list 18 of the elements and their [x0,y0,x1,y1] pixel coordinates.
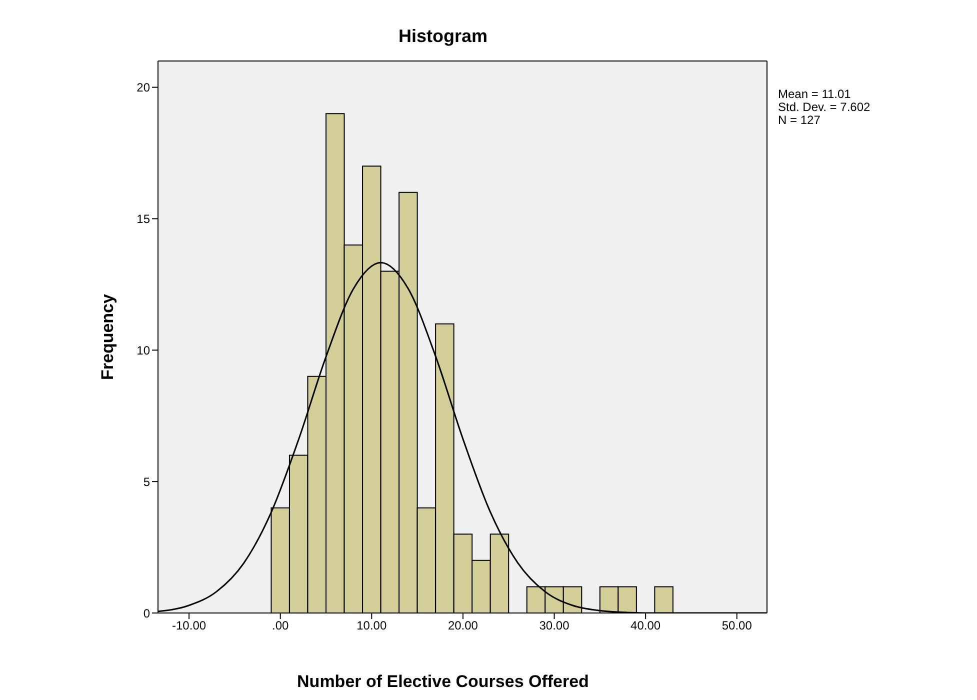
x-tick-label: 30.00 [539,618,570,633]
y-tick-label: 20 [136,80,150,95]
x-tick-label: -10.00 [172,618,206,633]
x-tick-label: .00 [272,618,290,633]
y-tick-label: 15 [136,212,150,226]
x-axis-title: Number of Elective Courses Offered [296,672,590,692]
y-tick-label: 10 [136,343,150,358]
text: Mean = 11.01 [778,87,852,101]
text: N = 127 [778,113,822,127]
chart-title: Histogram [397,26,488,47]
x-tick-label: 20.00 [448,618,478,633]
y-axis-title: Frequency [98,292,118,382]
y-tick-label: 0 [143,606,150,620]
x-tick-label: 10.00 [356,618,387,633]
y-tick-label: 5 [143,474,150,489]
text: Std. Dev. = 7.602 [778,100,870,114]
x-tick-label: 50.00 [722,618,752,633]
x-tick-label: 40.00 [630,618,661,633]
